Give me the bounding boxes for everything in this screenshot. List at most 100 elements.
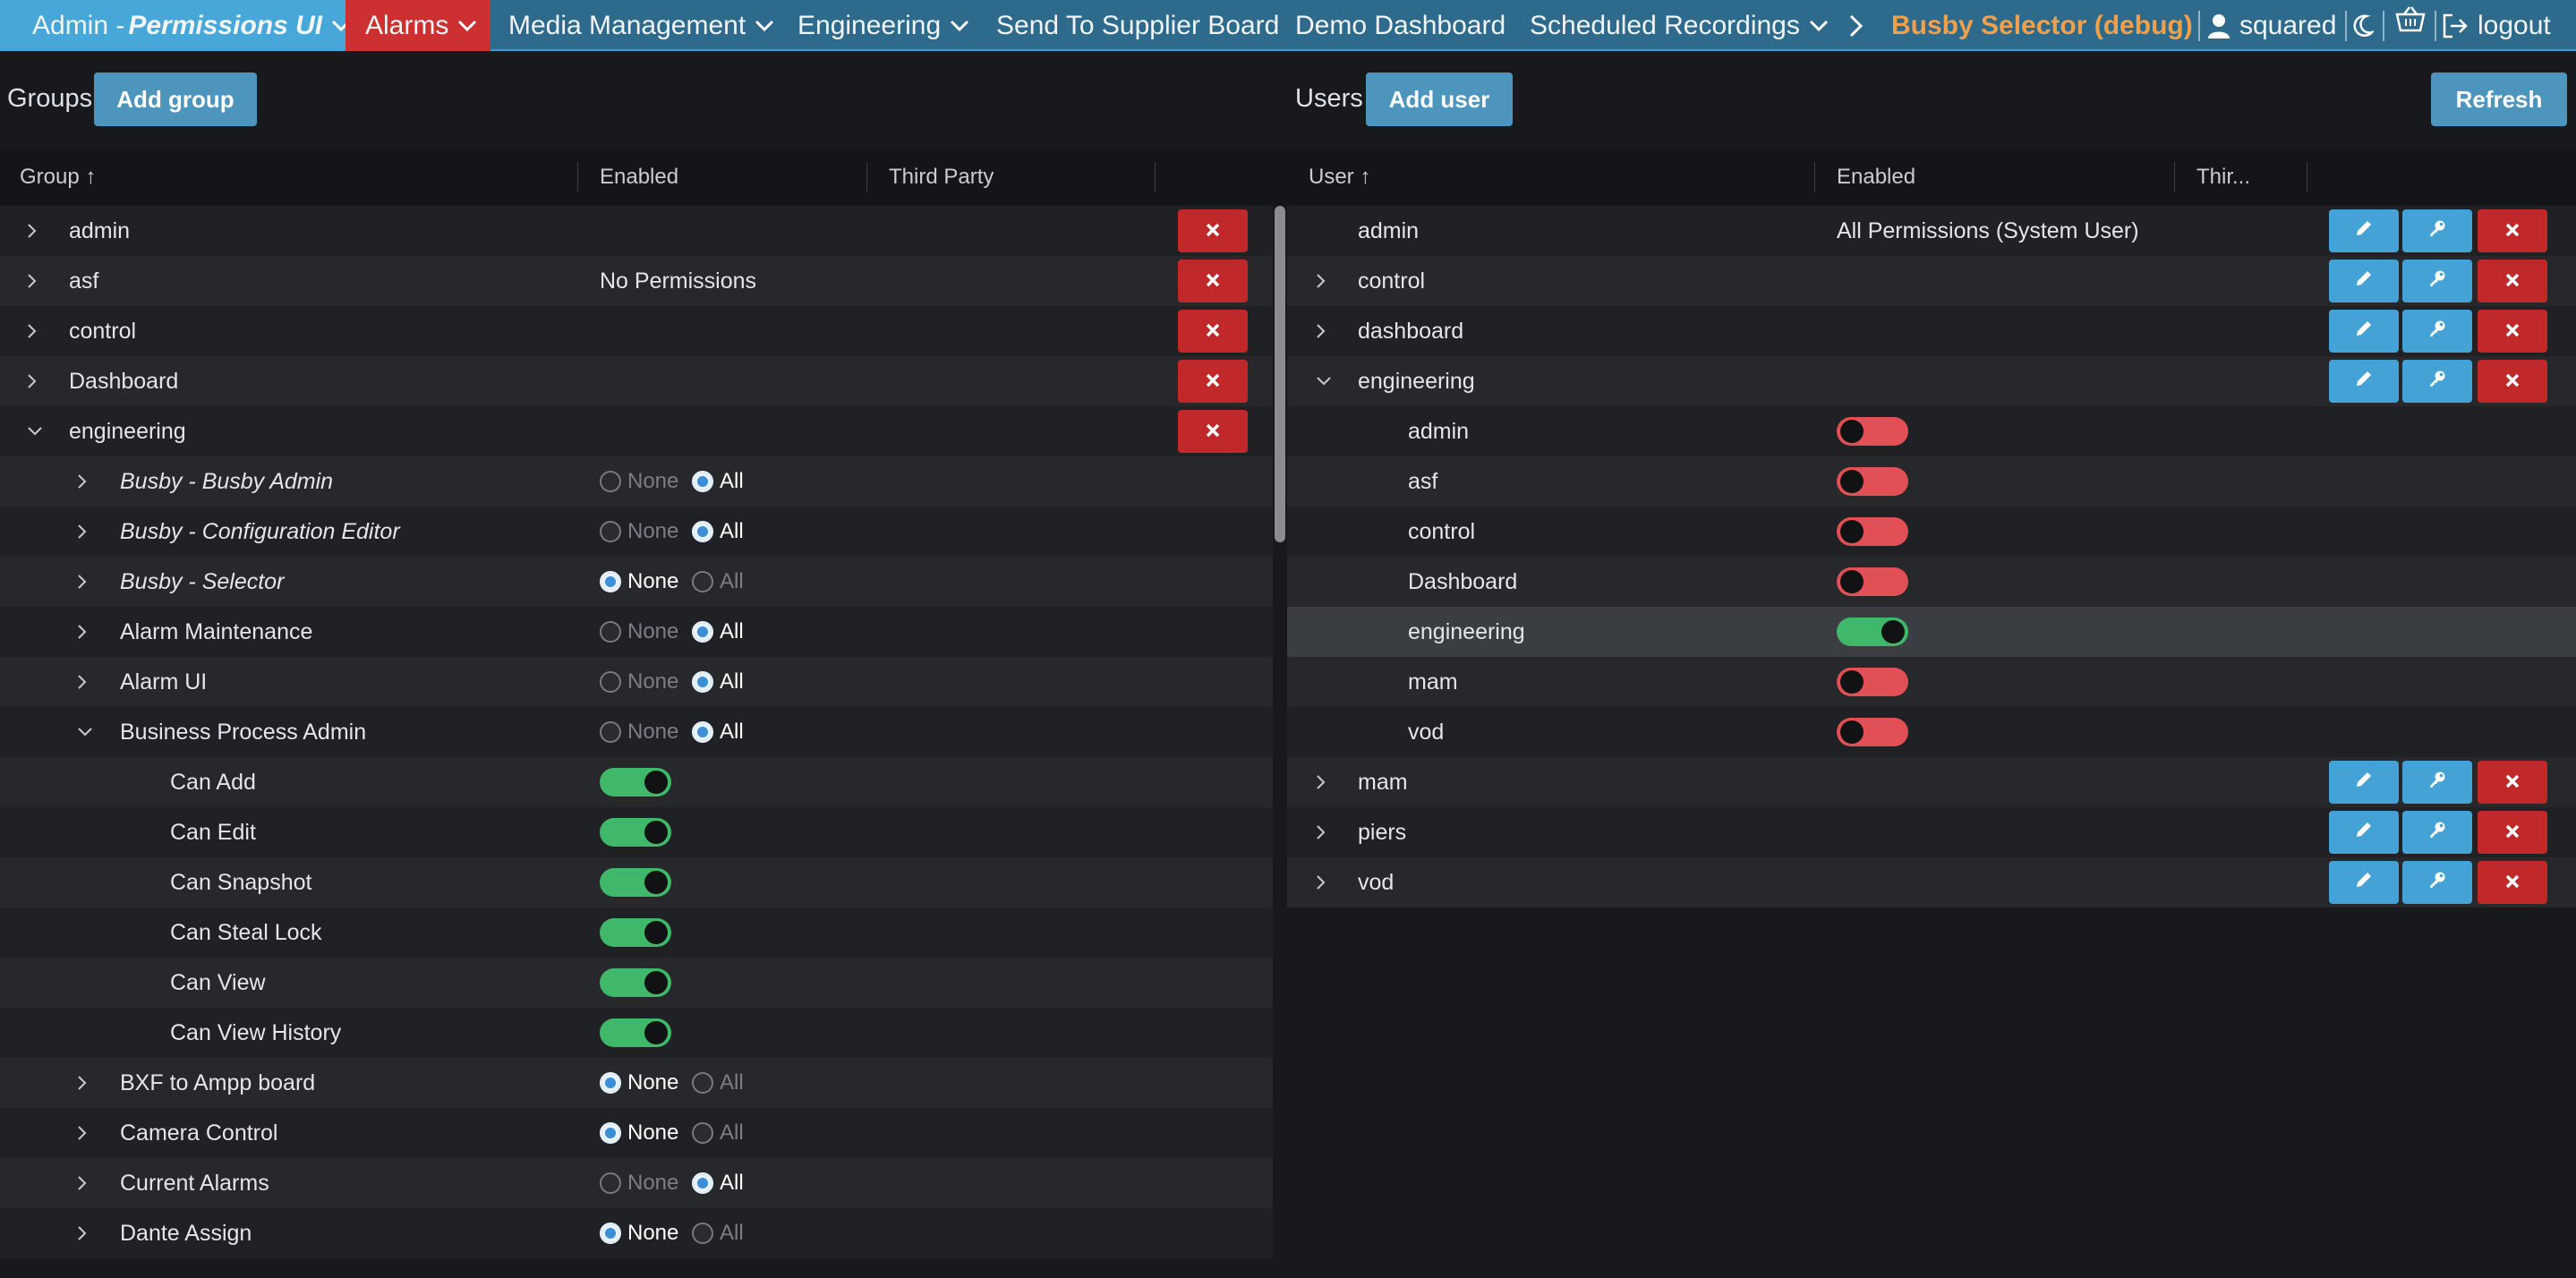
- permission-toggle[interactable]: [1837, 567, 1908, 596]
- chevron-down-icon[interactable]: [27, 406, 43, 456]
- table-row[interactable]: admin: [0, 206, 1273, 256]
- delete-button[interactable]: [1178, 260, 1248, 302]
- radio-all[interactable]: All: [692, 607, 744, 657]
- table-row[interactable]: Dashboard: [1287, 557, 2576, 607]
- radio-all[interactable]: All: [692, 1108, 744, 1158]
- chevron-right-icon[interactable]: [77, 657, 88, 707]
- chevron-right-icon[interactable]: [77, 456, 88, 507]
- enabled-column-header[interactable]: Enabled: [600, 165, 679, 189]
- table-row[interactable]: control: [0, 306, 1273, 356]
- table-row[interactable]: admin: [1287, 406, 2576, 456]
- edit-button[interactable]: [2329, 360, 2399, 403]
- delete-button[interactable]: [1178, 410, 1248, 453]
- chevron-right-icon[interactable]: [77, 607, 88, 657]
- permission-toggle[interactable]: [600, 868, 671, 897]
- nav-alarms[interactable]: Alarms: [345, 0, 490, 51]
- chevron-right-icon[interactable]: [77, 1108, 88, 1158]
- radio-none[interactable]: None: [600, 657, 678, 707]
- table-row[interactable]: mam: [1287, 757, 2576, 807]
- table-row[interactable]: Dante Assign None All: [0, 1208, 1273, 1258]
- permission-toggle[interactable]: [1837, 417, 1908, 446]
- radio-none[interactable]: None: [600, 507, 678, 557]
- table-row[interactable]: control: [1287, 507, 2576, 557]
- chevron-right-icon[interactable]: [77, 557, 88, 607]
- radio-none[interactable]: None: [600, 607, 678, 657]
- table-row[interactable]: engineering: [1287, 356, 2576, 406]
- nav-send-to-supplier[interactable]: Send To Supplier Board: [996, 0, 1279, 51]
- radio-all[interactable]: All: [692, 557, 744, 607]
- table-row[interactable]: dashboard: [1287, 306, 2576, 356]
- table-row[interactable]: engineering: [0, 406, 1273, 456]
- chevron-down-icon[interactable]: [1316, 356, 1332, 406]
- key-button[interactable]: [2402, 761, 2472, 804]
- radio-all[interactable]: All: [692, 1058, 744, 1108]
- chevron-right-icon[interactable]: [27, 306, 38, 356]
- delete-button[interactable]: [1178, 209, 1248, 252]
- table-row[interactable]: Can Snapshot: [0, 857, 1273, 907]
- enabled-column-header[interactable]: Enabled: [1837, 165, 1916, 189]
- add-user-button[interactable]: Add user: [1366, 72, 1513, 126]
- delete-button[interactable]: [2478, 811, 2547, 854]
- logout-link[interactable]: logout: [2442, 0, 2551, 51]
- permission-toggle[interactable]: [600, 818, 671, 847]
- delete-button[interactable]: [2478, 260, 2547, 302]
- edit-button[interactable]: [2329, 260, 2399, 302]
- group-column-header[interactable]: Group ↑: [20, 165, 97, 189]
- radio-none[interactable]: None: [600, 1208, 678, 1258]
- table-row[interactable]: Busby - Configuration Editor None All: [0, 507, 1273, 557]
- nav-more-chevron-right-icon[interactable]: [1849, 0, 1864, 51]
- moon-icon[interactable]: [2352, 0, 2374, 51]
- chevron-right-icon[interactable]: [1316, 857, 1326, 907]
- nav-engineering[interactable]: Engineering: [798, 0, 969, 51]
- table-row[interactable]: asf No Permissions: [0, 256, 1273, 306]
- radio-none[interactable]: None: [600, 557, 678, 607]
- table-row[interactable]: Can Steal Lock: [0, 907, 1273, 958]
- permission-toggle[interactable]: [1837, 618, 1908, 646]
- delete-button[interactable]: [1178, 360, 1248, 403]
- radio-none[interactable]: None: [600, 1058, 678, 1108]
- table-row[interactable]: Current Alarms None All: [0, 1158, 1273, 1208]
- permission-toggle[interactable]: [600, 968, 671, 997]
- radio-none[interactable]: None: [600, 1108, 678, 1158]
- table-row[interactable]: control: [1287, 256, 2576, 306]
- edit-button[interactable]: [2329, 861, 2399, 904]
- groups-scrollbar[interactable]: [1275, 206, 1285, 542]
- table-row[interactable]: mam: [1287, 657, 2576, 707]
- chevron-right-icon[interactable]: [77, 1208, 88, 1258]
- radio-all[interactable]: All: [692, 657, 744, 707]
- table-row[interactable]: Can Add: [0, 757, 1273, 807]
- table-row[interactable]: engineering: [1287, 607, 2576, 657]
- delete-button[interactable]: [2478, 360, 2547, 403]
- edit-button[interactable]: [2329, 209, 2399, 252]
- chevron-right-icon[interactable]: [1316, 807, 1326, 857]
- delete-button[interactable]: [2478, 861, 2547, 904]
- chevron-right-icon[interactable]: [27, 356, 38, 406]
- delete-button[interactable]: [2478, 310, 2547, 353]
- permission-toggle[interactable]: [600, 918, 671, 947]
- basket-icon[interactable]: [2395, 0, 2426, 44]
- chevron-right-icon[interactable]: [1316, 757, 1326, 807]
- radio-none[interactable]: None: [600, 1158, 678, 1208]
- table-row[interactable]: Business Process Admin None All: [0, 707, 1273, 757]
- third-party-column-header[interactable]: Thir...: [2196, 165, 2251, 189]
- radio-all[interactable]: All: [692, 1208, 744, 1258]
- chevron-right-icon[interactable]: [77, 1058, 88, 1108]
- delete-button[interactable]: [2478, 209, 2547, 252]
- nav-media-management[interactable]: Media Management: [508, 0, 774, 51]
- table-row[interactable]: Alarm UI None All: [0, 657, 1273, 707]
- table-row[interactable]: Busby - Busby Admin None All: [0, 456, 1273, 507]
- radio-all[interactable]: All: [692, 1158, 744, 1208]
- nav-user[interactable]: squared: [2207, 0, 2336, 51]
- chevron-right-icon[interactable]: [27, 206, 38, 256]
- permission-toggle[interactable]: [600, 1018, 671, 1047]
- add-group-button[interactable]: Add group: [94, 72, 257, 126]
- permission-toggle[interactable]: [1837, 718, 1908, 746]
- third-party-column-header[interactable]: Third Party: [889, 165, 994, 189]
- key-button[interactable]: [2402, 310, 2472, 353]
- edit-button[interactable]: [2329, 811, 2399, 854]
- permission-toggle[interactable]: [600, 768, 671, 797]
- nav-scheduled-recordings[interactable]: Scheduled Recordings: [1530, 0, 1829, 51]
- key-button[interactable]: [2402, 360, 2472, 403]
- radio-none[interactable]: None: [600, 707, 678, 757]
- edit-button[interactable]: [2329, 761, 2399, 804]
